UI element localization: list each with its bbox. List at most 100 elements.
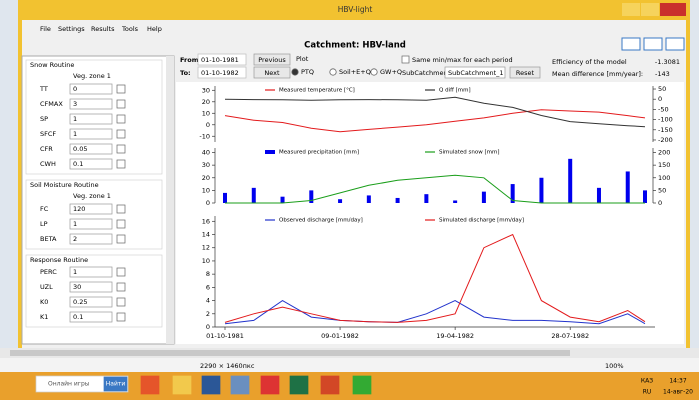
param-checkbox[interactable] bbox=[116, 219, 126, 229]
radio[interactable] bbox=[329, 68, 337, 76]
param-checkbox[interactable] bbox=[116, 282, 126, 292]
param-value: 1 bbox=[73, 115, 77, 123]
series-line bbox=[224, 233, 646, 323]
label[interactable]: SubCatchment_1 bbox=[448, 69, 504, 77]
radio-label[interactable]: Soil+E+Q bbox=[339, 68, 371, 76]
param-checkbox[interactable] bbox=[116, 114, 126, 124]
param-input[interactable] bbox=[69, 218, 113, 230]
param-input[interactable] bbox=[69, 83, 113, 95]
maximize-button[interactable] bbox=[641, 3, 659, 16]
bar bbox=[280, 196, 285, 203]
y-tick-label: 12 bbox=[202, 244, 210, 252]
x-tick-label: 19-04-1982 bbox=[436, 332, 474, 340]
radio-label[interactable]: GW+Q bbox=[380, 68, 402, 76]
group-title: Snow Routine bbox=[30, 61, 74, 69]
taskbar-app[interactable] bbox=[230, 375, 250, 395]
param-input[interactable] bbox=[69, 203, 113, 215]
panel-scrollbar[interactable] bbox=[166, 56, 174, 344]
y-tick-label: 0 bbox=[206, 121, 210, 129]
group-box bbox=[25, 254, 163, 328]
label: SubCatchment: bbox=[402, 69, 452, 77]
taskbar-app[interactable] bbox=[289, 375, 309, 395]
param-value: 1 bbox=[73, 268, 77, 276]
minimize-button[interactable] bbox=[622, 3, 640, 16]
date-input[interactable] bbox=[197, 66, 247, 79]
y2-tick-label: 50 bbox=[658, 85, 666, 93]
y-tick-label: 16 bbox=[202, 217, 210, 225]
button[interactable] bbox=[253, 66, 291, 79]
group-title: Soil Moisture Routine bbox=[30, 181, 99, 189]
taskbar-app[interactable] bbox=[352, 375, 372, 395]
menu-item[interactable]: Results bbox=[91, 25, 115, 33]
zoom: 100% bbox=[605, 362, 624, 370]
bar bbox=[539, 177, 544, 203]
menu-item[interactable]: Settings bbox=[58, 25, 85, 33]
taskbar-app[interactable] bbox=[201, 375, 221, 395]
param-value: 2 bbox=[73, 235, 77, 243]
param-input[interactable] bbox=[69, 311, 113, 323]
param-checkbox[interactable] bbox=[116, 234, 126, 244]
taskbar-app[interactable] bbox=[320, 375, 340, 395]
param-checkbox[interactable] bbox=[116, 129, 126, 139]
param-checkbox[interactable] bbox=[116, 267, 126, 277]
button-label[interactable]: Previous bbox=[258, 56, 286, 64]
param-input[interactable] bbox=[69, 233, 113, 245]
bar bbox=[643, 190, 647, 203]
param-value: 0.05 bbox=[73, 145, 87, 153]
param-name: LP bbox=[40, 220, 48, 228]
button-label[interactable]: Next bbox=[264, 69, 280, 77]
param-checkbox[interactable] bbox=[116, 159, 126, 169]
layout-icon[interactable] bbox=[643, 37, 663, 51]
layout-icon[interactable] bbox=[621, 37, 641, 51]
taskbar-app[interactable] bbox=[260, 375, 280, 395]
radio[interactable] bbox=[370, 68, 378, 76]
bar bbox=[510, 184, 515, 203]
taskbar-app[interactable] bbox=[172, 375, 192, 395]
param-checkbox[interactable] bbox=[116, 297, 126, 307]
param-input[interactable] bbox=[69, 296, 113, 308]
param-input[interactable] bbox=[69, 113, 113, 125]
button[interactable] bbox=[509, 66, 541, 79]
y2-tick-label: 0 bbox=[658, 95, 662, 103]
param-checkbox[interactable] bbox=[116, 84, 126, 94]
param-input[interactable] bbox=[69, 158, 113, 170]
h-scroll-thumb[interactable] bbox=[10, 350, 570, 356]
stat-value: -143 bbox=[655, 70, 670, 78]
param-input[interactable] bbox=[69, 143, 113, 155]
y-tick-label: 10 bbox=[202, 186, 210, 194]
param-input[interactable] bbox=[69, 266, 113, 278]
param-value: 1 bbox=[73, 130, 77, 138]
param-checkbox[interactable] bbox=[116, 144, 126, 154]
date-input[interactable] bbox=[197, 53, 247, 66]
param-input[interactable] bbox=[69, 281, 113, 293]
menu-item[interactable]: Help bbox=[147, 25, 162, 33]
layout-icon[interactable] bbox=[665, 37, 685, 51]
param-name: TT bbox=[39, 85, 48, 93]
radio-label[interactable]: PTQ bbox=[301, 68, 314, 76]
tray-text: RU bbox=[643, 389, 652, 396]
y-tick-label: 4 bbox=[206, 297, 210, 305]
param-input[interactable] bbox=[69, 98, 113, 110]
y2-tick-label: -150 bbox=[658, 126, 673, 134]
param-checkbox[interactable] bbox=[116, 204, 126, 214]
param-checkbox[interactable] bbox=[116, 312, 126, 322]
button-label[interactable]: Reset bbox=[516, 69, 535, 77]
radio[interactable] bbox=[291, 68, 299, 76]
close-button[interactable] bbox=[660, 3, 686, 16]
label: Same min/max for each period bbox=[412, 56, 513, 64]
param-input[interactable] bbox=[69, 128, 113, 140]
param-name: CFR bbox=[40, 145, 53, 153]
menu-item[interactable]: File bbox=[40, 25, 51, 33]
checkbox[interactable] bbox=[401, 55, 410, 64]
label: Plot bbox=[296, 55, 309, 63]
button[interactable] bbox=[253, 53, 291, 66]
param-name: PERC bbox=[40, 268, 57, 276]
y-tick-label: 6 bbox=[206, 283, 210, 291]
param-checkbox[interactable] bbox=[116, 99, 126, 109]
dropdown[interactable] bbox=[444, 66, 506, 79]
param-value: 3 bbox=[73, 100, 77, 108]
menu-item[interactable]: Tools bbox=[121, 25, 139, 33]
label[interactable]: Найти bbox=[106, 381, 126, 388]
search-button[interactable] bbox=[103, 376, 128, 392]
taskbar-app[interactable] bbox=[140, 375, 160, 395]
